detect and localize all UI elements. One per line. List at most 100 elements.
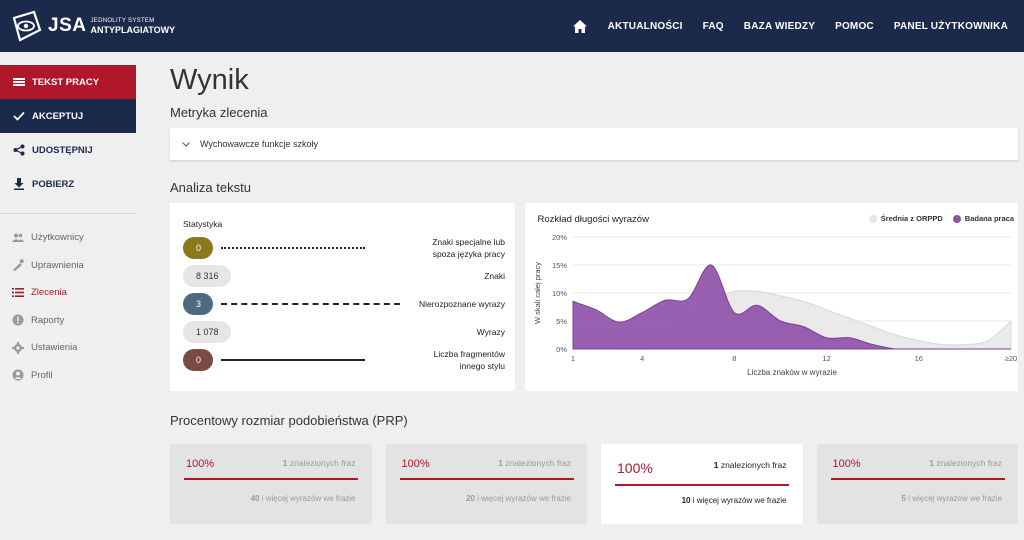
prp-card-20[interactable]: 100% 1 znalezionych fraz 20 i więcej wyr…	[385, 444, 587, 524]
prp-bar	[399, 478, 574, 480]
legend-label: Średnia z ORPPD	[880, 214, 943, 223]
prp-percent: 100%	[401, 458, 430, 470]
x-tick-label: 12	[822, 354, 830, 363]
sidebar-item-label: Ustawienia	[31, 342, 78, 354]
stat-label: Nierozpoznane wyrazy	[419, 299, 505, 309]
statistics-title: Statystyka	[183, 219, 223, 229]
prp-section-title: Procentowy rozmiar podobieństwa (PRP)	[170, 413, 408, 428]
nav-baza-wiedzy[interactable]: BAZA WIEDZY	[743, 20, 816, 32]
nav-aktualnosci[interactable]: AKTUALNOŚCI	[607, 20, 683, 32]
users-icon	[12, 232, 24, 244]
statistics-panel: Statystyka 0 Znaki specjalne lub spoza j…	[170, 203, 515, 391]
sidebar-item-label: Zlecenia	[31, 287, 67, 299]
sidebar-item-uzytkownicy[interactable]: Użytkownicy	[0, 224, 136, 252]
stat-value-pill: 3	[183, 293, 213, 315]
akceptuj-button[interactable]: AKCEPTUJ	[0, 99, 136, 133]
main-nav: AKTUALNOŚCI FAQ BAZA WIEDZY POMOC PANEL …	[572, 0, 1008, 52]
legend-item-document[interactable]: Badana praca	[952, 214, 1014, 223]
tekst-pracy-button[interactable]: TEKST PRACY	[0, 65, 136, 99]
y-tick-label: 5%	[556, 317, 567, 326]
stat-label: Znaki specjalne lub spoza języka pracy	[395, 236, 505, 260]
legend-dot-icon	[952, 214, 961, 223]
stat-row-unrecognized-words: 3 Nierozpoznane wyrazy	[183, 293, 505, 315]
udostepnij-label: UDOSTĘPNIJ	[32, 144, 93, 156]
prp-found-phrases: 1 znalezionych fraz	[283, 458, 356, 468]
gear-icon	[12, 341, 24, 354]
permissions-icon	[12, 259, 24, 272]
profile-icon	[12, 369, 24, 381]
prp-bar	[184, 478, 358, 480]
x-axis-label: Liczba znaków w wyrazie	[747, 368, 837, 377]
stat-label-line-1: Znaki specjalne lub	[432, 237, 505, 247]
prp-min-words-count: 5	[901, 494, 906, 503]
prp-found-text: znalezionych fraz	[502, 458, 571, 468]
sidebar-item-ustawienia[interactable]: Ustawienia	[0, 334, 136, 362]
legend-label: Badana praca	[964, 214, 1014, 223]
y-tick-label: 15%	[552, 261, 567, 270]
sidebar-item-label: Profil	[31, 369, 53, 381]
logo[interactable]: JSA JEDNOLITY SYSTEM ANTYPLAGIATOWY	[10, 10, 175, 42]
x-tick-label: 8	[732, 354, 736, 363]
document-icon	[12, 75, 26, 89]
stat-row-special-chars: 0 Znaki specjalne lub spoza języka pracy	[183, 237, 505, 259]
home-icon[interactable]	[572, 18, 588, 34]
prp-card-5[interactable]: 100% 1 znalezionych fraz 5 i więcej wyra…	[816, 444, 1018, 524]
nav-panel-uzytkownika[interactable]: PANEL UŻYTKOWNIKA	[893, 20, 1008, 32]
nav-faq[interactable]: FAQ	[702, 20, 724, 32]
stat-label: Wyrazy	[476, 327, 505, 337]
pobierz-button[interactable]: POBIERZ	[0, 167, 136, 201]
chevron-down-icon	[182, 141, 190, 147]
prp-min-words-text: i więcej wyrazów we frazie	[259, 494, 356, 503]
prp-percent: 100%	[832, 458, 861, 470]
share-icon	[12, 143, 26, 157]
stat-row-other-style: 0 Liczba fragmentów innego stylu	[183, 349, 505, 371]
stat-value-pill: 0	[183, 237, 213, 259]
prp-min-words-count: 40	[250, 494, 260, 503]
stat-label: Liczba fragmentów innego stylu	[395, 348, 505, 372]
sidebar-item-profil[interactable]: Profil	[0, 362, 136, 390]
stat-connector-line	[221, 359, 365, 361]
stat-value-pill: 8 316	[183, 265, 231, 287]
sidebar-item-label: Uprawnienia	[31, 259, 84, 271]
x-tick-label: ≥20	[1004, 354, 1016, 363]
nav-pomoc[interactable]: POMOC	[835, 20, 874, 32]
prp-found-count: 1	[498, 458, 503, 468]
tekst-pracy-label: TEKST PRACY	[32, 76, 100, 88]
reports-icon	[12, 314, 24, 326]
prp-bar	[615, 484, 789, 486]
stat-value-pill: 0	[183, 349, 213, 371]
stat-value-pill: 1 078	[183, 321, 231, 343]
sidebar-item-raporty[interactable]: Raporty	[0, 307, 136, 335]
prp-min-words-count: 20	[466, 494, 475, 503]
sidebar: TEKST PRACY AKCEPTUJ UDOSTĘPNIJ POBIERZ …	[0, 52, 136, 540]
legend-item-average[interactable]: Średnia z ORPPD	[868, 214, 943, 223]
prp-bar	[830, 478, 1005, 480]
series-document-area	[572, 264, 1011, 350]
metryka-accordion[interactable]: Wychowawcze funkcje szkoły	[170, 128, 1018, 160]
prp-min-words: 40 i więcej wyrazów we frazie	[251, 494, 356, 503]
logo-line-1: JEDNOLITY SYSTEM	[90, 18, 155, 24]
prp-min-words-count: 10	[681, 496, 691, 505]
prp-found-count: 1	[282, 458, 288, 468]
main-content: Wynik Metryka zlecenia Wychowawcze funkc…	[170, 52, 1018, 524]
akceptuj-label: AKCEPTUJ	[32, 110, 84, 122]
udostepnij-button[interactable]: UDOSTĘPNIJ	[0, 133, 136, 167]
prp-percent: 100%	[617, 460, 653, 476]
prp-found-phrases: 1 znalezionych fraz	[498, 458, 571, 468]
prp-found-count: 1	[929, 458, 934, 468]
prp-percent: 100%	[186, 458, 215, 470]
legend-dot-icon	[868, 214, 877, 223]
pobierz-label: POBIERZ	[32, 178, 75, 190]
prp-card-40[interactable]: 100% 1 znalezionych fraz 40 i więcej wyr…	[170, 444, 372, 524]
y-axis-label: W skali całej pracy	[533, 262, 542, 324]
sidebar-item-uprawnienia[interactable]: Uprawnienia	[0, 252, 136, 280]
prp-found-text: znalezionych fraz	[718, 460, 787, 470]
stat-connector-line	[221, 247, 365, 249]
sidebar-item-zlecenia[interactable]: Zlecenia	[0, 279, 136, 307]
prp-card-10[interactable]: 100% 1 znalezionych fraz 10 i więcej wyr…	[601, 444, 803, 524]
prp-min-words-text: i więcej wyrazów we frazie	[690, 496, 787, 505]
logo-line-2: ANTYPLAGIATOWY	[90, 25, 176, 35]
prp-found-text: znalezionych fraz	[933, 458, 1002, 468]
stat-label-line-2: innego stylu	[459, 361, 505, 371]
analiza-section-title: Analiza tekstu	[170, 180, 251, 195]
